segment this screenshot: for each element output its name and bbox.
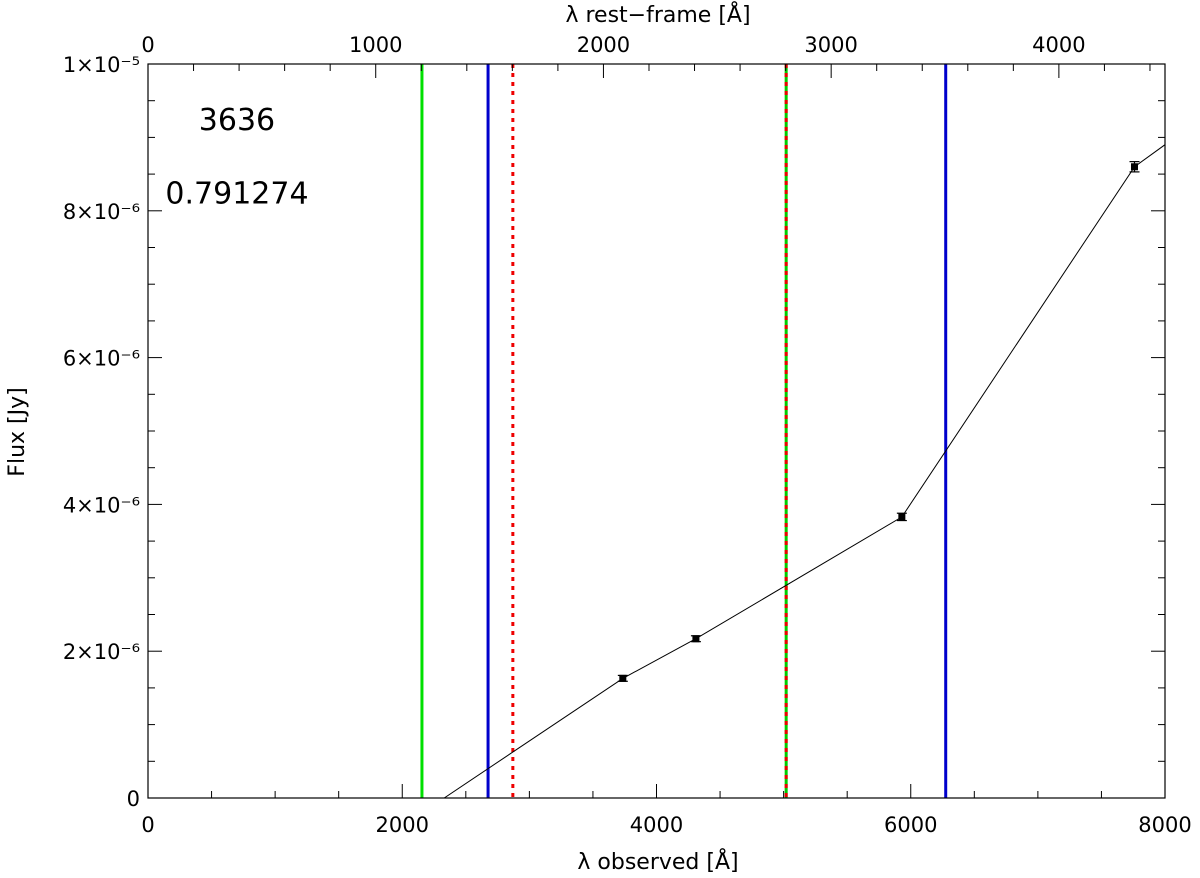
- data-marker: [1130, 163, 1138, 171]
- x-tick-label-1: 2000: [376, 813, 429, 837]
- x-axis-title: λ observed [Å]: [577, 848, 738, 875]
- data-point-3: [1129, 161, 1140, 173]
- annotation-1: 0.791274: [165, 176, 308, 211]
- series-line-group: [443, 144, 1165, 798]
- data-point-1: [690, 635, 701, 643]
- data-layer: [443, 144, 1165, 798]
- y-tick-label-4: 8×10⁻⁶: [63, 200, 140, 224]
- tick-labels: 0 2000 4000 6000 8000 0 1000 2000 3000 4000 0 2×10⁻…: [63, 33, 1192, 837]
- data-marker: [898, 513, 906, 521]
- y-tick-label-5: 1×10⁻⁵: [63, 53, 140, 77]
- x-tick-label-4: 8000: [1138, 813, 1191, 837]
- vertical-lines: [420, 64, 948, 798]
- y-tick-label-3: 6×10⁻⁶: [63, 347, 140, 371]
- x2-tick-label-0: 0: [141, 33, 154, 57]
- y-tick-label-1: 2×10⁻⁶: [63, 640, 140, 664]
- series-line: [443, 144, 1165, 798]
- x-tick-label-2: 4000: [630, 813, 683, 837]
- x2-tick-label-4: 4000: [1032, 33, 1085, 57]
- y-tick-label-0: 0: [127, 787, 140, 811]
- data-point-2: [896, 512, 907, 522]
- y-axis-title: Flux [Jy]: [5, 387, 30, 476]
- plot-frame: [147, 63, 1166, 799]
- data-point-0: [617, 674, 628, 682]
- x-tick-label-0: 0: [141, 813, 154, 837]
- x2-tick-label-1: 1000: [349, 33, 402, 57]
- y-tick-label-2: 4×10⁻⁶: [63, 493, 140, 517]
- ticks: [147, 63, 1166, 799]
- top-axis-title: λ rest−frame [Å]: [565, 1, 750, 28]
- x2-tick-label-2: 2000: [577, 33, 630, 57]
- x2-tick-label-3: 3000: [804, 33, 857, 57]
- annotations: 3636 0.791274: [165, 103, 308, 211]
- data-marker: [619, 674, 627, 682]
- x-tick-label-3: 6000: [884, 813, 937, 837]
- data-marker: [692, 635, 700, 643]
- annotation-0: 3636: [199, 103, 275, 138]
